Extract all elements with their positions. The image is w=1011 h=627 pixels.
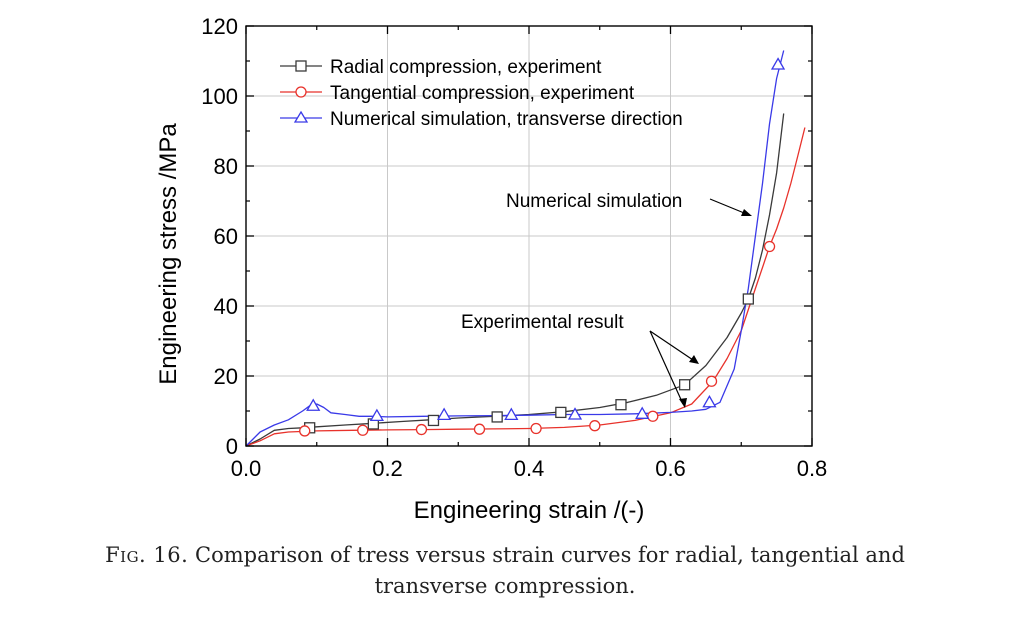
x-tick-label: 0.8 (797, 456, 828, 481)
annotation-arrow-numerical (709, 198, 750, 216)
x-tick-label: 0.4 (514, 456, 545, 481)
series-1-marker (473, 423, 486, 435)
series-1-marker (357, 424, 369, 436)
series-line-0 (245, 113, 785, 447)
series-2-marker (635, 406, 650, 419)
series-1-marker (299, 425, 311, 437)
series-2-marker (770, 57, 786, 70)
x-tick-label: 0.6 (655, 456, 686, 481)
series-0-marker (427, 414, 440, 427)
caption-label: Fig. 16. (105, 543, 189, 567)
y-tick-label: 80 (214, 154, 238, 179)
series-2-marker (369, 408, 385, 422)
series-0-marker (679, 379, 691, 391)
x-tick-label: 0.2 (372, 456, 403, 481)
y-tick-label: 120 (201, 14, 238, 39)
series-1-marker (530, 422, 542, 435)
legend: Radial compression, experiment Tangentia… (280, 57, 683, 130)
grid (246, 26, 812, 446)
series-line-1 (245, 127, 806, 447)
series-2-marker (436, 407, 452, 421)
y-tick-label: 0 (226, 434, 238, 459)
annotation-arrow-experimental-2 (649, 330, 684, 405)
series-0-marker (742, 293, 754, 305)
y-tick-label: 20 (214, 364, 238, 389)
series-0-marker (615, 399, 627, 411)
series-2-marker (306, 398, 321, 411)
annotation-arrowhead-experimental-1 (689, 355, 699, 364)
legend-label-tangential: Tangential compression, experiment (330, 83, 635, 104)
figure-caption: Fig. 16. Comparison of tress versus stra… (60, 540, 950, 602)
series-0-marker (491, 411, 503, 423)
series-1-marker (589, 420, 601, 432)
caption-text: Comparison of tress versus strain curves… (195, 543, 905, 598)
annotation-experimental-result: Experimental result (461, 312, 624, 333)
ticks: 0.0 0.2 0.4 0.6 0.8 0 20 40 60 80 100 120 (201, 14, 827, 481)
y-tick-label: 100 (201, 84, 238, 109)
annotation-numerical-simulation: Numerical simulation (506, 191, 682, 212)
annotations: Numerical simulation Experimental result (461, 191, 752, 408)
series-0-marker (555, 406, 567, 419)
series-1-marker (647, 410, 659, 422)
series-1-marker (415, 423, 428, 436)
y-axis-label: Engineering stress /MPa (155, 123, 182, 385)
y-tick-label: 60 (214, 224, 238, 249)
legend-label-simulation: Numerical simulation, transverse directi… (330, 109, 683, 130)
legend-entry-tangential: Tangential compression, experiment (280, 83, 635, 104)
y-tick-label: 40 (214, 294, 238, 319)
x-tick-label: 0.0 (231, 456, 262, 481)
series-2-marker (567, 407, 583, 420)
series-1-marker (705, 375, 718, 387)
x-axis-label: Engineering strain /(-) (414, 497, 645, 524)
series-1-marker (763, 240, 776, 253)
markers (299, 57, 786, 437)
legend-label-radial: Radial compression, experiment (330, 57, 602, 78)
annotation-arrowhead-numerical (741, 209, 752, 216)
legend-entry-radial: Radial compression, experiment (280, 57, 602, 78)
series-2-marker (702, 394, 717, 408)
annotation-arrowhead-experimental-2 (679, 398, 687, 408)
legend-entry-simulation: Numerical simulation, transverse directi… (280, 109, 683, 130)
series-2-marker (504, 407, 519, 421)
annotation-arrow-experimental-1 (649, 330, 697, 363)
